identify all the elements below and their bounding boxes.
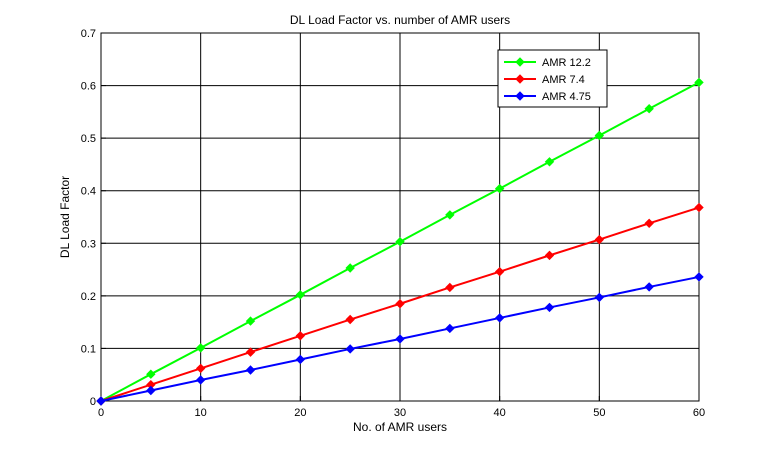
data-point-marker: [694, 272, 704, 282]
data-point-marker: [245, 316, 256, 326]
x-axis-label: No. of AMR users: [353, 420, 447, 434]
x-tick-label: 40: [494, 407, 506, 419]
x-tick-label: 60: [693, 407, 705, 419]
data-point-marker: [395, 299, 405, 309]
data-point-marker: [195, 375, 206, 385]
data-point-marker: [295, 331, 306, 341]
y-axis-label: DL Load Factor: [58, 176, 72, 258]
y-tick-label: 0.6: [81, 81, 96, 93]
y-tick-label: 0.2: [81, 291, 96, 303]
y-tick-label: 0.4: [81, 186, 96, 198]
legend: AMR 12.2 AMR 7.4 AMR 4.75: [497, 49, 608, 108]
x-tick-label: 20: [294, 407, 306, 419]
data-point-marker: [594, 234, 605, 245]
y-tick-label: 0.3: [81, 238, 96, 250]
legend-label: AMR 4.75: [542, 91, 591, 103]
data-point-marker: [146, 385, 156, 396]
data-point-marker: [395, 237, 405, 247]
data-point-marker: [146, 369, 156, 379]
legend-marker: [515, 91, 525, 101]
data-point-marker: [345, 314, 355, 325]
data-point-marker: [195, 343, 206, 353]
data-point-marker: [395, 334, 405, 344]
legend-label: AMR 12.2: [542, 57, 591, 69]
x-tick-label: 50: [593, 407, 605, 419]
data-point-marker: [445, 282, 455, 293]
data-point-marker: [295, 290, 306, 300]
series-group: [96, 77, 704, 406]
x-tick-label: 10: [195, 407, 207, 419]
x-tick-label: 0: [98, 407, 104, 419]
data-point-marker: [445, 323, 455, 334]
data-point-marker: [644, 218, 654, 229]
data-point-marker: [345, 344, 355, 354]
x-tick-label: 30: [394, 407, 406, 419]
data-point-marker: [644, 282, 654, 292]
data-point-marker: [544, 250, 555, 261]
legend-marker: [515, 74, 525, 84]
axis-ticks: 0 10 20 30 40 50 60 0 0.1 0.2 0.3 0.4 0.5 0.6 0.7: [81, 28, 705, 419]
data-point-marker: [694, 202, 704, 213]
data-point-marker: [694, 77, 704, 88]
chart-title: DL Load Factor vs. number of AMR users: [290, 13, 510, 27]
data-point-marker: [494, 266, 505, 277]
data-point-marker: [445, 210, 455, 220]
legend-label: AMR 7.4: [542, 74, 585, 86]
data-point-marker: [245, 365, 256, 375]
data-point-marker: [245, 347, 256, 357]
data-point-marker: [644, 103, 654, 114]
data-point-marker: [594, 292, 605, 303]
y-tick-label: 0.7: [81, 28, 96, 40]
data-point-marker: [195, 363, 206, 374]
data-point-marker: [295, 354, 306, 365]
y-tick-label: 0: [90, 396, 96, 408]
data-point-marker: [494, 313, 505, 323]
y-tick-label: 0.5: [81, 133, 96, 145]
data-point-marker: [544, 302, 555, 313]
data-point-marker: [345, 263, 355, 273]
data-point-marker: [494, 183, 505, 194]
data-point-marker: [594, 130, 605, 141]
y-tick-label: 0.1: [81, 343, 96, 355]
legend-marker: [515, 57, 525, 67]
data-point-marker: [544, 157, 555, 167]
data-point-marker: [96, 396, 106, 406]
